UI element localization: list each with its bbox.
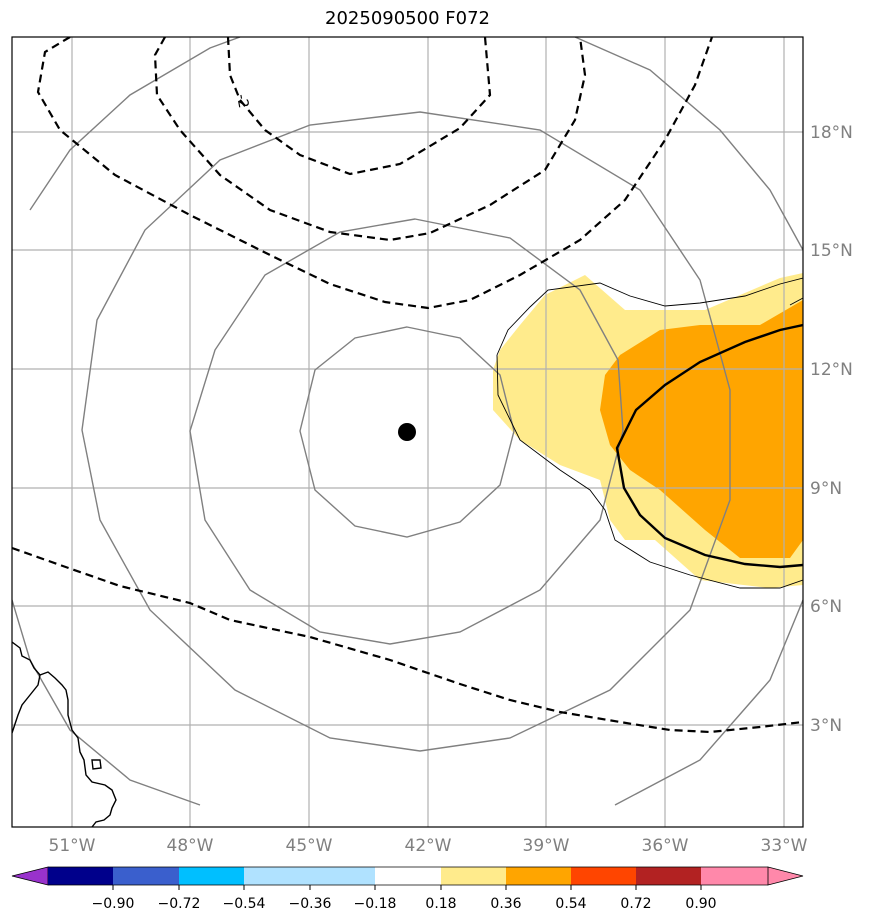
colorbar-segment	[375, 867, 441, 885]
shaded-field-orange	[600, 300, 803, 558]
colorbar: −0.90 −0.72 −0.54 −0.36 −0.18 0.18 0.36 …	[11, 866, 804, 912]
colorbar-segment	[244, 867, 310, 885]
colorbar-tick-label: 0.36	[490, 896, 521, 912]
colorbar-tick-label: 0.18	[425, 896, 456, 912]
colorbar-segment	[701, 867, 768, 885]
thin-outline-contour	[496, 277, 803, 589]
colorbar-segment	[636, 867, 701, 885]
colorbar-tick-label: −0.72	[158, 896, 201, 912]
colorbar-segment	[571, 867, 636, 885]
colorbar-segment	[179, 867, 244, 885]
lat-label: 12°N	[810, 360, 853, 380]
colorbar-tick-label: −0.36	[289, 896, 332, 912]
colorbar-under-extension	[11, 866, 49, 886]
contour-label: -2	[233, 93, 251, 110]
colorbar-segment	[441, 867, 506, 885]
latitude-labels: 18°N 15°N 12°N 9°N 6°N 3°N	[810, 123, 853, 736]
circular-contours	[12, 37, 803, 806]
lat-label: 3°N	[810, 716, 842, 736]
map-title: 2025090500 F072	[325, 8, 490, 29]
lat-label: 9°N	[810, 479, 842, 499]
lon-label: 33°W	[761, 836, 808, 856]
colorbar-tick-label: −0.90	[92, 896, 135, 912]
lat-label: 15°N	[810, 241, 853, 261]
lon-label: 51°W	[49, 836, 96, 856]
lat-label: 6°N	[810, 597, 842, 617]
coastline	[12, 641, 117, 827]
graticule	[12, 37, 803, 827]
lat-label: 18°N	[810, 123, 853, 143]
lon-label: 45°W	[286, 836, 333, 856]
storm-center-marker	[398, 423, 416, 441]
solid-contour	[615, 323, 803, 569]
colorbar-tick-label: −0.54	[223, 896, 266, 912]
colorbar-tick-label: 0.90	[685, 896, 716, 912]
lon-label: 48°W	[167, 836, 214, 856]
dashed-contours	[12, 37, 803, 734]
island-outline	[91, 759, 102, 770]
colorbar-segment	[113, 867, 179, 885]
colorbar-over-extension	[767, 866, 804, 886]
map-frame	[11, 36, 804, 828]
lon-label: 36°W	[642, 836, 689, 856]
longitude-labels: 51°W 48°W 45°W 42°W 39°W 36°W 33°W	[49, 836, 808, 856]
colorbar-tick-label: 0.72	[620, 896, 651, 912]
colorbar-tick-label: −0.18	[354, 896, 397, 912]
lon-label: 39°W	[523, 836, 570, 856]
colorbar-segment	[310, 867, 375, 885]
colorbar-segment	[506, 867, 571, 885]
colorbar-segment	[48, 867, 113, 885]
colorbar-tick-label: 0.54	[555, 896, 586, 912]
lon-label: 42°W	[405, 836, 452, 856]
